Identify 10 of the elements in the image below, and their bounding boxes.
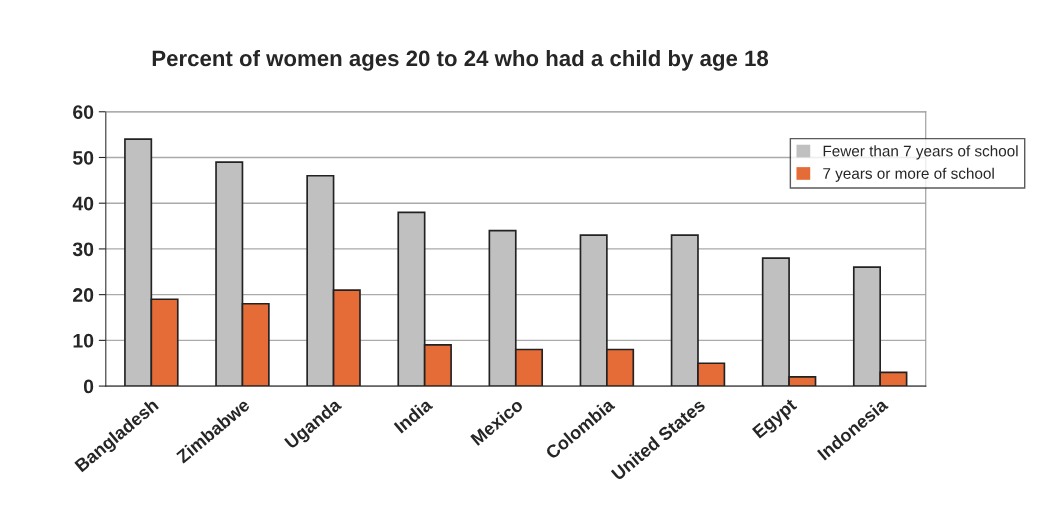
y-tick-label: 20 [73,288,94,302]
y-tick-label: 30 [72,242,94,257]
legend-label: Fewer than 7 years of school [823,145,1018,160]
y-tick-label: 40 [72,196,94,211]
y-tick-label: 50 [72,150,94,165]
chart-title: Percent of women ages 20 to 24 who had a child by age 18 [152,49,769,71]
y-tick-label: 10 [73,333,94,348]
legend-label: 7 years or more of school [823,167,994,182]
y-tick-label: 0 [83,379,94,394]
y-tick-label: 60 [73,105,94,119]
